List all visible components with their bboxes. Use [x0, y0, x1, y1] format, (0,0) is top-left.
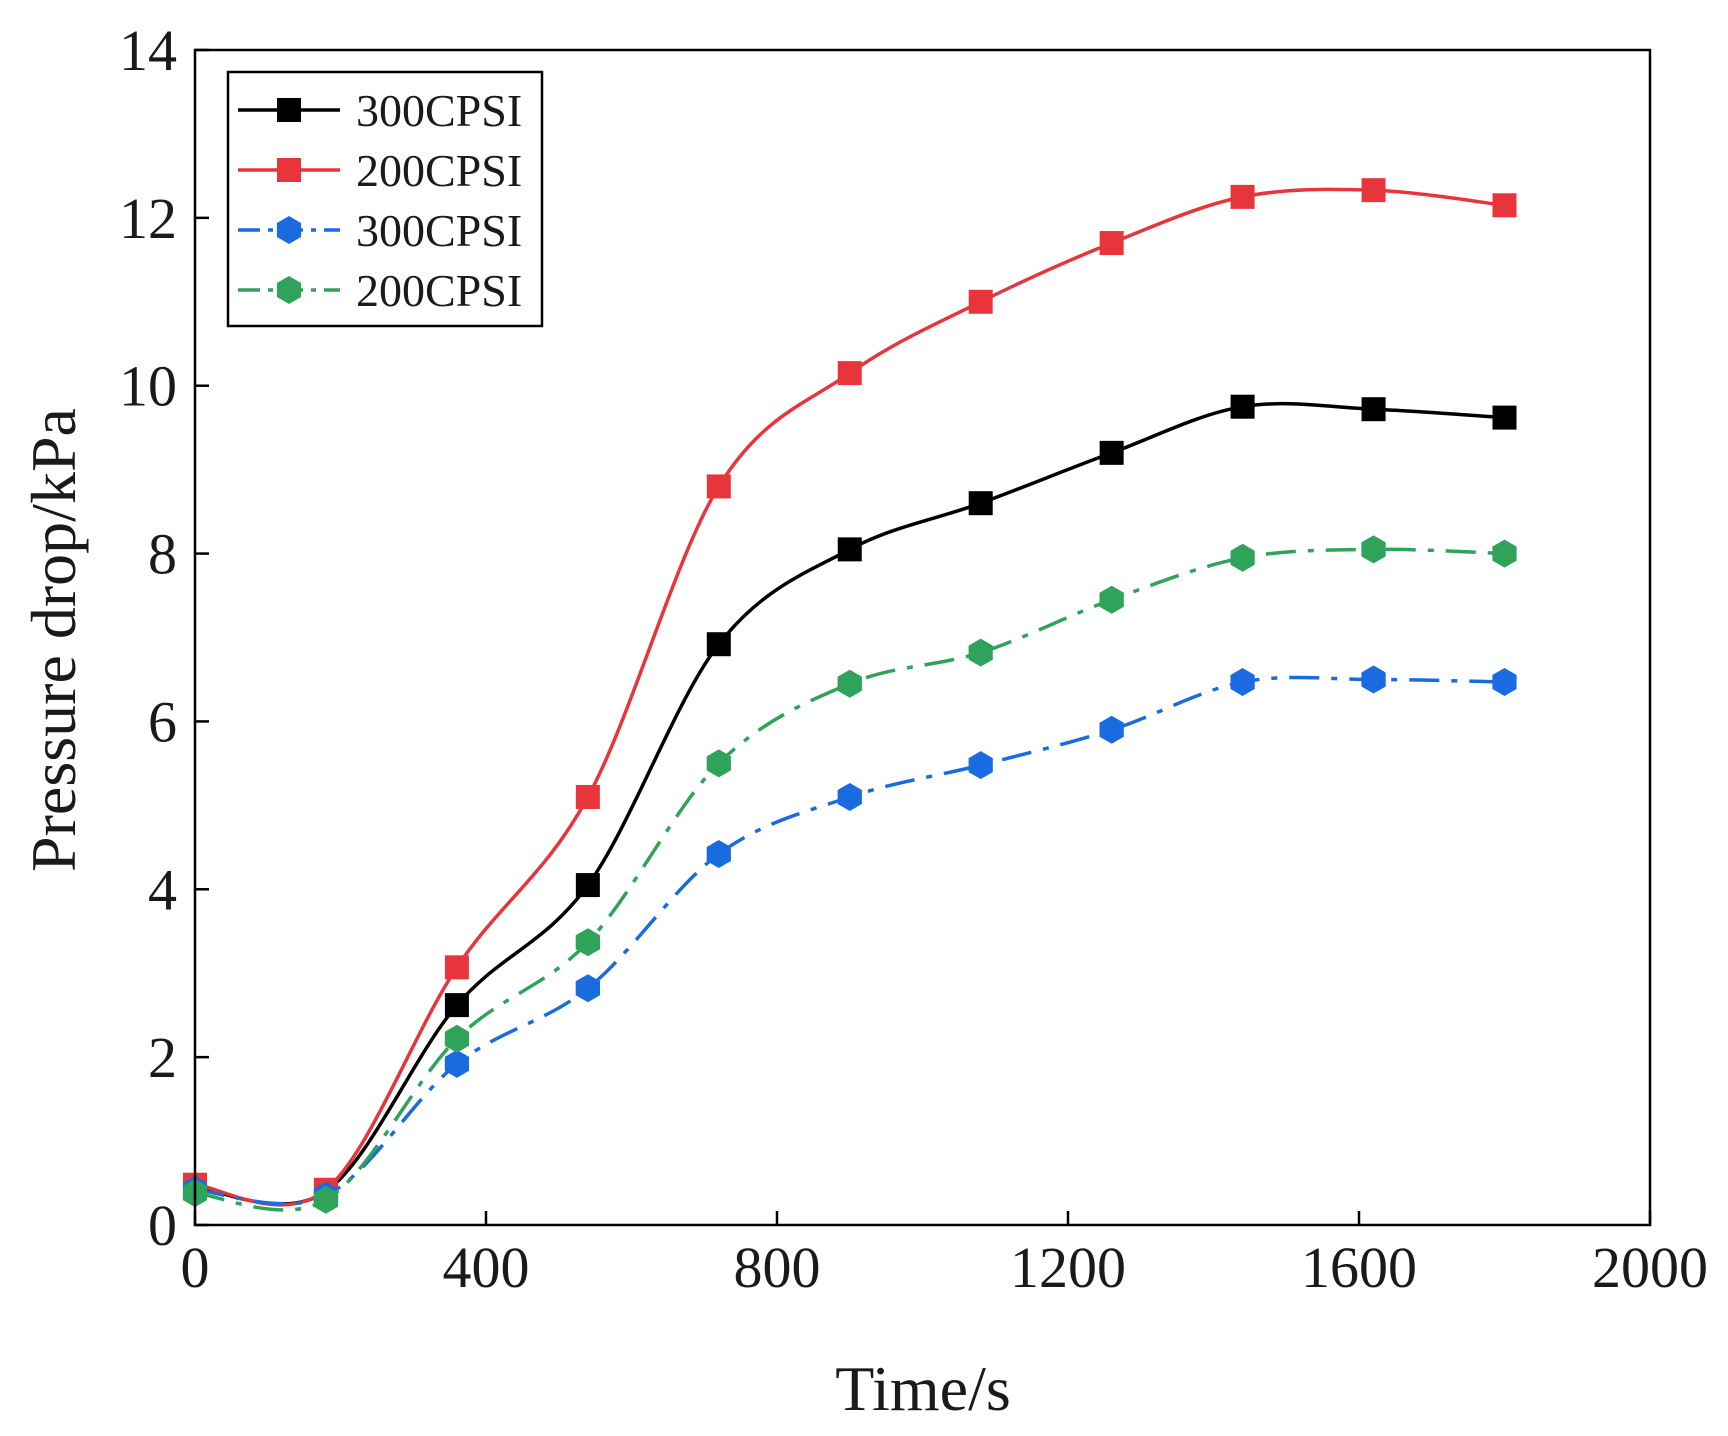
series-3-point-7	[968, 751, 993, 780]
y-axis-title: Pressure drop/kPa	[18, 408, 89, 872]
series-4-point-2	[313, 1185, 339, 1214]
y-tick-label-12: 12	[119, 186, 177, 251]
series-3-point-6	[837, 783, 862, 811]
series-1-point-10	[1361, 397, 1386, 422]
x-tick-label-2000: 2000	[1592, 1235, 1708, 1300]
legend-entry-4: 200CPSI	[238, 265, 522, 316]
legend-entry-3: 300CPSI	[238, 205, 522, 256]
series-2-point-8	[1099, 231, 1124, 256]
series-3-point-3	[444, 1049, 469, 1078]
series-3-point-10	[1361, 665, 1386, 694]
y-tick-label-0: 0	[148, 1193, 177, 1258]
series-2-point-6	[837, 361, 862, 386]
legend-label-2: 200CPSI	[356, 145, 522, 196]
series-4-point-5	[706, 749, 731, 778]
series-1-point-5	[706, 632, 731, 657]
series-1-point-8	[1099, 440, 1124, 465]
y-tick-label-8: 8	[148, 522, 177, 587]
y-tick-label-10: 10	[119, 354, 177, 419]
series-3-point-5	[706, 840, 731, 868]
series-1-line	[194, 401, 1505, 1206]
series-4-point-8	[1099, 585, 1124, 614]
series-3-point-11	[1492, 668, 1517, 696]
y-tick-label-4: 4	[148, 857, 177, 922]
series-2-point-9	[1230, 184, 1255, 209]
series-4-point-3	[444, 1024, 469, 1053]
series-3-point-4	[575, 974, 600, 1003]
series-1-point-4	[575, 873, 600, 898]
legend-label-4: 200CPSI	[356, 265, 522, 316]
y-tick-label-2: 2	[148, 1025, 177, 1090]
series-2-point-7	[968, 289, 993, 314]
plot-frame	[193, 48, 1652, 1227]
series-1-point-3	[444, 993, 469, 1018]
x-tick-label-800: 800	[734, 1235, 821, 1300]
axes-layer: 0 400 800 1200 1600 2000 0 2 4 6 8 10 12 14	[119, 18, 1708, 1300]
series-2-point-10	[1361, 178, 1386, 203]
series-1-point-9	[1230, 394, 1255, 419]
series-4-point-6	[837, 669, 862, 698]
legend-marker-3	[276, 216, 302, 244]
series-4	[182, 535, 1517, 1214]
series-1-point-6	[837, 537, 862, 562]
legend-marker-2	[277, 158, 301, 182]
series-4-point-7	[968, 638, 993, 667]
legend-entry-2: 200CPSI	[238, 145, 522, 196]
series-2-point-3	[444, 955, 469, 980]
series-3-line	[194, 675, 1505, 1206]
y-tick-label-14: 14	[119, 18, 177, 83]
series-3-point-8	[1099, 715, 1124, 744]
legend-marker-1	[277, 98, 301, 122]
series-layer	[182, 178, 1517, 1214]
series-4-point-10	[1361, 535, 1386, 564]
x-tick-label-1200: 1200	[1010, 1235, 1126, 1300]
y-tick-label-6: 6	[148, 689, 177, 754]
x-tick-label-1600: 1600	[1301, 1235, 1417, 1300]
x-tick-label-0: 0	[181, 1235, 210, 1300]
series-4-line	[194, 547, 1505, 1212]
series-1-point-11	[1492, 405, 1517, 430]
series-2-point-4	[575, 784, 600, 809]
series-4-point-9	[1230, 543, 1255, 572]
series-1-point-7	[968, 491, 993, 516]
legend-marker-4	[276, 276, 302, 304]
legend-label-3: 300CPSI	[356, 205, 522, 256]
series-4-point-4	[575, 928, 600, 957]
legend-entry-1: 300CPSI	[238, 85, 522, 136]
series-4-point-11	[1492, 539, 1517, 568]
series-2-point-11	[1492, 193, 1517, 218]
series-2-point-5	[706, 474, 731, 499]
x-tick-label-400: 400	[443, 1235, 530, 1300]
legend: 300CPSI 200CPSI 300CPSI 200CPSI	[226, 70, 544, 328]
legend-label-1: 300CPSI	[356, 85, 522, 136]
series-3-point-9	[1230, 668, 1255, 696]
x-axis-title: Time/s	[835, 1353, 1011, 1424]
